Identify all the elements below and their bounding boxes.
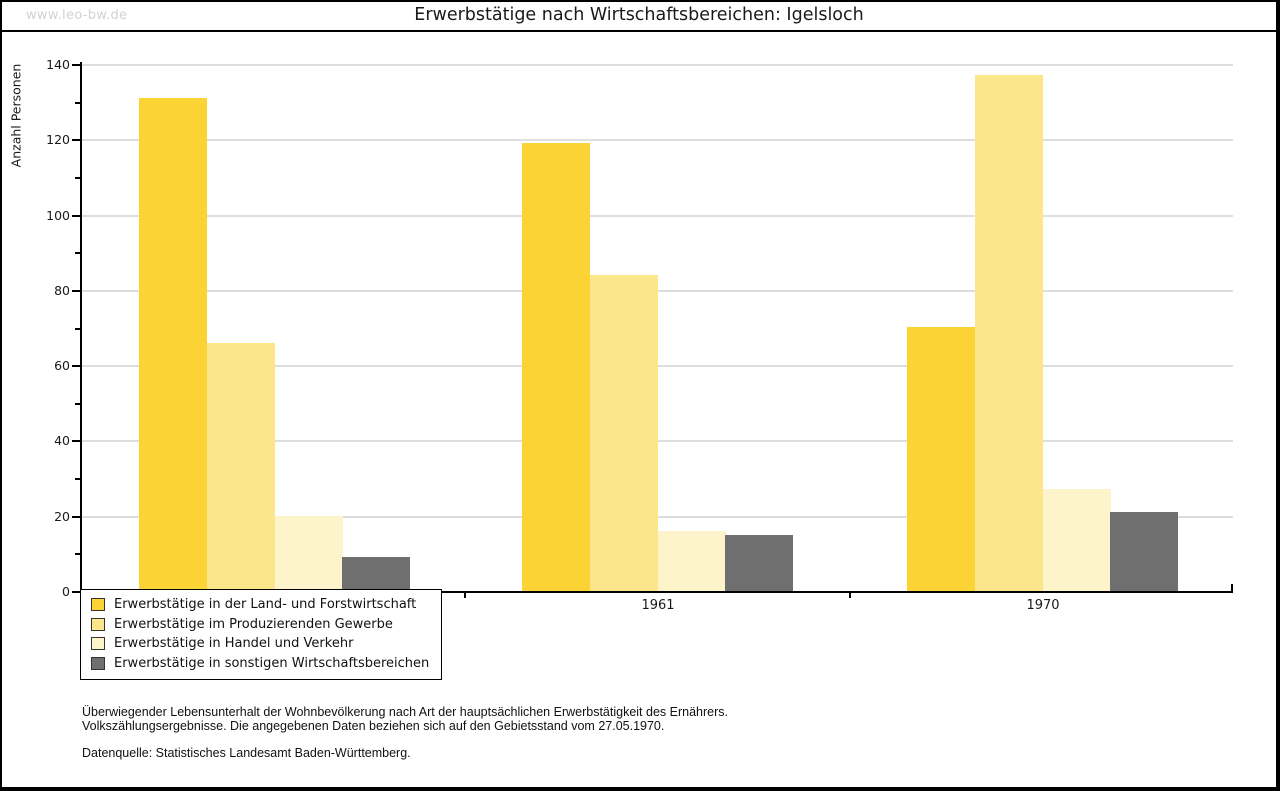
legend-swatch-icon [91, 637, 105, 651]
y-tick-label: 60 [54, 358, 70, 373]
bar-1970-series2 [975, 75, 1043, 591]
y-major-tick [72, 591, 80, 593]
site-watermark: www.leo-bw.de [26, 8, 128, 23]
bar-1961-series4 [725, 535, 793, 591]
bar-1950-series2 [207, 343, 275, 591]
y-minor-tick [75, 478, 80, 480]
legend-item-4: Erwerbstätige in sonstigen Wirtschaftsbe… [91, 654, 429, 674]
y-major-tick [72, 139, 80, 141]
legend-item-2: Erwerbstätige im Produzierenden Gewerbe [91, 615, 429, 635]
y-axis-line [80, 62, 82, 593]
chart-plot-area: Anzahl Personen 020406080100120140195019… [2, 32, 1276, 787]
bar-1961-series2 [590, 275, 658, 591]
legend-swatch-icon [91, 617, 105, 631]
y-minor-tick [75, 328, 80, 330]
y-minor-tick [75, 403, 80, 405]
y-tick-label: 40 [54, 433, 70, 448]
y-major-tick [72, 290, 80, 292]
x-axis-line [80, 591, 1233, 593]
footnotes: Überwiegender Lebensunterhalt der Wohnbe… [82, 705, 728, 761]
x-axis-end-tick [1231, 584, 1233, 591]
x-boundary-tick [849, 593, 851, 598]
y-minor-tick [75, 177, 80, 179]
header-bar: www.leo-bw.de Erwerbstätige nach Wirtsch… [2, 2, 1276, 32]
footnote-source: Datenquelle: Statistisches Landesamt Bad… [82, 746, 411, 760]
legend-swatch-icon [91, 598, 105, 612]
y-axis-title: Anzahl Personen [8, 63, 24, 168]
y-tick-label: 140 [46, 57, 70, 72]
y-minor-tick [75, 102, 80, 104]
x-category-label: 1961 [641, 598, 675, 613]
bar-1970-series4 [1110, 512, 1178, 591]
legend-item-3: Erwerbstätige in Handel und Verkehr [91, 634, 429, 654]
x-category-label: 1970 [1026, 598, 1060, 613]
y-major-tick [72, 440, 80, 442]
bar-1950-series3 [275, 516, 343, 591]
y-minor-tick [75, 553, 80, 555]
legend-item-1: Erwerbstätige in der Land- und Forstwirt… [91, 595, 429, 615]
y-major-tick [72, 516, 80, 518]
y-tick-label: 100 [46, 208, 70, 223]
y-tick-label: 120 [46, 132, 70, 147]
legend-box: Erwerbstätige in der Land- und Forstwirt… [80, 589, 443, 680]
y-tick-label: 0 [62, 584, 70, 599]
bar-1961-series3 [658, 531, 726, 591]
y-minor-tick [75, 252, 80, 254]
legend-swatch-icon [91, 656, 105, 670]
gridline-140 [82, 64, 1233, 66]
legend-label: Erwerbstätige im Produzierenden Gewerbe [114, 616, 393, 632]
footnote-line-2: Volkszählungsergebnisse. Die angegebenen… [82, 718, 665, 733]
legend-label: Erwerbstätige in der Land- und Forstwirt… [114, 597, 417, 613]
y-major-tick [72, 365, 80, 367]
legend-label: Erwerbstätige in sonstigen Wirtschaftsbe… [114, 655, 430, 671]
legend-label: Erwerbstätige in Handel und Verkehr [114, 636, 354, 652]
y-tick-label: 20 [54, 509, 70, 524]
footnote-line-1: Überwiegender Lebensunterhalt der Wohnbe… [82, 705, 728, 719]
gridline-100 [82, 215, 1233, 217]
bar-1961-series1 [522, 143, 590, 591]
y-major-tick [72, 64, 80, 66]
y-tick-label: 80 [54, 283, 70, 298]
chart-title: Erwerbstätige nach Wirtschaftsbereichen:… [414, 5, 864, 25]
bar-1970-series3 [1043, 489, 1111, 591]
bar-1950-series4 [342, 557, 410, 591]
gridline-120 [82, 139, 1233, 141]
y-major-tick [72, 215, 80, 217]
bar-1950-series1 [139, 98, 207, 591]
x-boundary-tick [464, 593, 466, 598]
bar-1970-series1 [907, 327, 975, 591]
